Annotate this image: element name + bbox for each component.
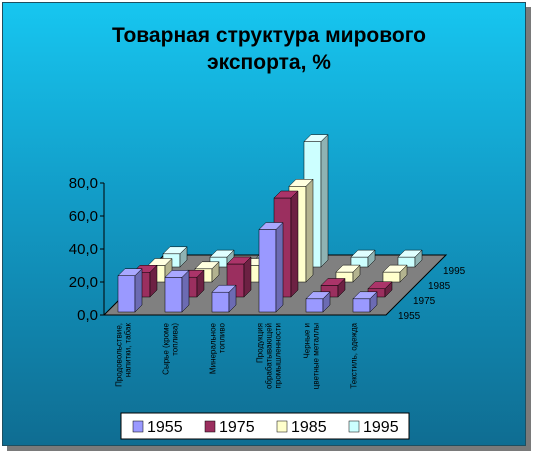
bar-top [382,264,408,273]
legend-label: 1955 [147,419,183,436]
depth-axis-label: 1995 [443,266,466,277]
bar-top [258,222,284,230]
category-label: Минеральное топливо [209,322,227,374]
y-tick-label: 20,0 [69,274,98,291]
depth-axis-label: 1955 [398,311,421,322]
bar-top [320,278,346,286]
category-label-line: напитки, табак [124,323,133,378]
category-label: Сырье (кроме топлива) [162,322,180,374]
bar-top [335,264,361,273]
bar-front [352,298,371,313]
legend-label: 1985 [291,419,327,436]
bar-top [209,249,235,258]
legend-swatch [276,420,288,433]
bar-top [117,268,143,276]
depth-axis-label: 1985 [428,281,451,292]
bar-top [367,281,393,289]
bar-front [117,275,136,313]
chart-title-line-1: Товарная структура мирового [112,24,426,47]
bar-top [147,258,173,266]
chart-title-line-2: экспорта, % [207,51,331,74]
bar-1955-5 [305,291,331,313]
bar-top [303,134,329,142]
category-label-line: промышленности [274,323,283,388]
category-label-line: Черные и [303,323,312,359]
bar-1955-1 [117,268,143,313]
y-tick-label: 60,0 [69,208,98,225]
category-label-line: Текстиль, одежда [350,322,359,388]
bar-1955-6 [352,291,378,313]
bar-top [164,270,190,278]
bars-layer [117,133,423,313]
category-label-line: обрабатывающей [265,323,274,389]
bar-top [305,291,331,300]
bar-side [290,190,299,298]
chart-svg: Товарная структура мирового экспорта, % … [69,24,466,440]
y-tick-label: 80,0 [69,175,98,192]
bar-1955-4 [258,221,284,313]
bar-1955-3 [211,284,237,313]
bar-1975-5 [320,277,346,298]
bar-front [258,229,277,313]
category-label: Продовольствие, напитки, табак [115,323,133,387]
bar-front [164,277,183,313]
bar-top [194,261,220,270]
category-label-line: Сырье (кроме [162,322,171,374]
legend-swatch [348,420,360,433]
category-label: Текстиль, одежда [350,322,359,388]
legend-label: 1995 [363,419,399,436]
bar-top [352,291,378,300]
bar-top [273,190,299,199]
category-label-line: цветные металлы [312,323,321,389]
legend-swatch [132,420,144,433]
bar-front [211,291,230,313]
chart-area: Товарная структура мирового экспорта, % … [2,2,526,446]
bar-1995-6 [397,249,423,268]
bar-front [382,271,401,283]
legend: 1955 1975 1985 1995 [120,412,410,440]
bar-front [305,298,324,313]
depth-axis-label: 1975 [413,296,436,307]
y-tick-label: 40,0 [69,241,98,258]
labels-layer: 0,0 20,0 40,0 60,0 80,0 Продовольствие, напитк… [69,175,466,389]
bar-top [288,179,314,187]
bar-1985-6 [382,264,408,283]
bar-side [275,221,284,313]
bar-side [305,178,314,283]
bar-top [162,246,188,255]
category-label-line: топлива) [171,323,180,356]
category-label-line: Продукция [256,323,265,363]
bar-top [397,249,423,258]
legend-label: 1975 [219,419,255,436]
bar-top [226,256,252,265]
bar-side [134,268,143,313]
bar-top [350,249,376,258]
bar-1955-2 [164,269,190,313]
category-label: Продукция обрабатывающей промышленности [256,323,283,389]
bar-top [211,284,237,293]
legend-swatch [204,420,216,433]
category-label-line: Продовольствие, [115,323,124,387]
category-label-line: топливо [218,322,227,353]
category-label: Черные и цветные металлы [303,323,321,389]
bar-side [320,133,329,268]
legend-box [120,412,410,440]
y-tick-label: 0,0 [77,307,98,324]
category-label-line: Минеральное [209,322,218,374]
